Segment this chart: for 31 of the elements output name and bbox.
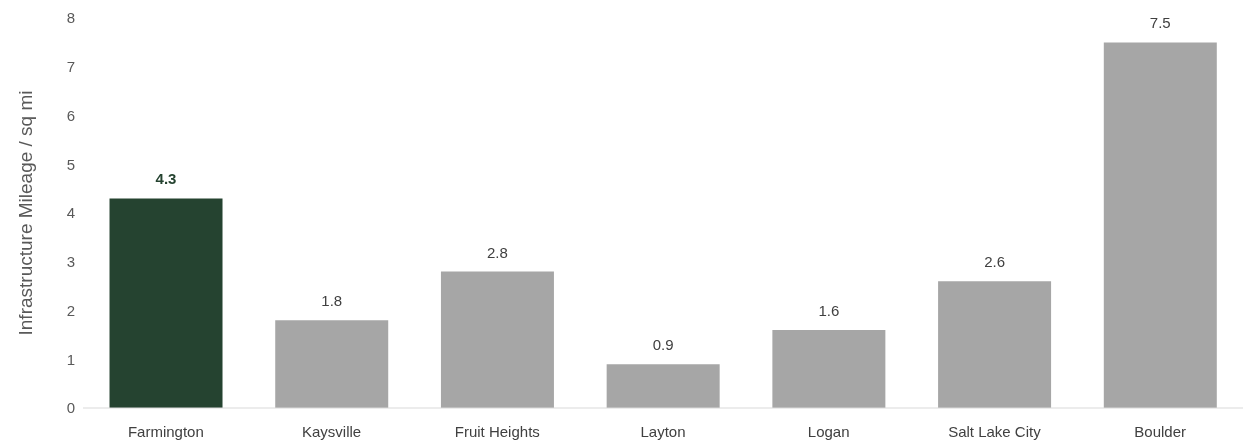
bar xyxy=(275,320,389,408)
bar xyxy=(109,198,223,408)
x-tick-label: Salt Lake City xyxy=(948,422,1042,440)
y-tick-label: 8 xyxy=(66,9,75,27)
y-tick-label: 0 xyxy=(66,399,75,417)
x-tick-label: Logan xyxy=(807,422,850,440)
y-tick-label: 1 xyxy=(66,350,75,368)
bar xyxy=(1103,42,1217,408)
data-label: 2.8 xyxy=(487,243,508,261)
bar xyxy=(606,364,720,408)
bar xyxy=(938,281,1052,408)
y-tick-label: 5 xyxy=(66,155,75,173)
y-axis-title: Infrastructure Mileage / sq mi xyxy=(14,90,36,336)
x-tick-label: Boulder xyxy=(1134,422,1186,440)
data-label: 2.6 xyxy=(984,253,1006,271)
y-tick-label: 6 xyxy=(66,106,75,124)
bar xyxy=(772,330,886,408)
x-tick-label: Fruit Heights xyxy=(454,422,540,440)
data-label: 7.5 xyxy=(1149,14,1171,32)
y-tick-label: 7 xyxy=(66,58,75,76)
data-label: 1.8 xyxy=(321,292,343,310)
bar xyxy=(440,271,554,408)
x-tick-label: Kaysville xyxy=(301,422,362,440)
y-tick-label: 3 xyxy=(66,253,75,271)
y-tick-label: 2 xyxy=(66,301,75,319)
x-tick-label: Farmington xyxy=(127,422,204,440)
data-label: 4.3 xyxy=(155,170,177,188)
x-tick-label: Layton xyxy=(640,422,686,440)
data-label: 0.9 xyxy=(652,336,674,354)
data-label: 1.6 xyxy=(818,302,840,319)
y-tick-label: 4 xyxy=(66,204,75,222)
